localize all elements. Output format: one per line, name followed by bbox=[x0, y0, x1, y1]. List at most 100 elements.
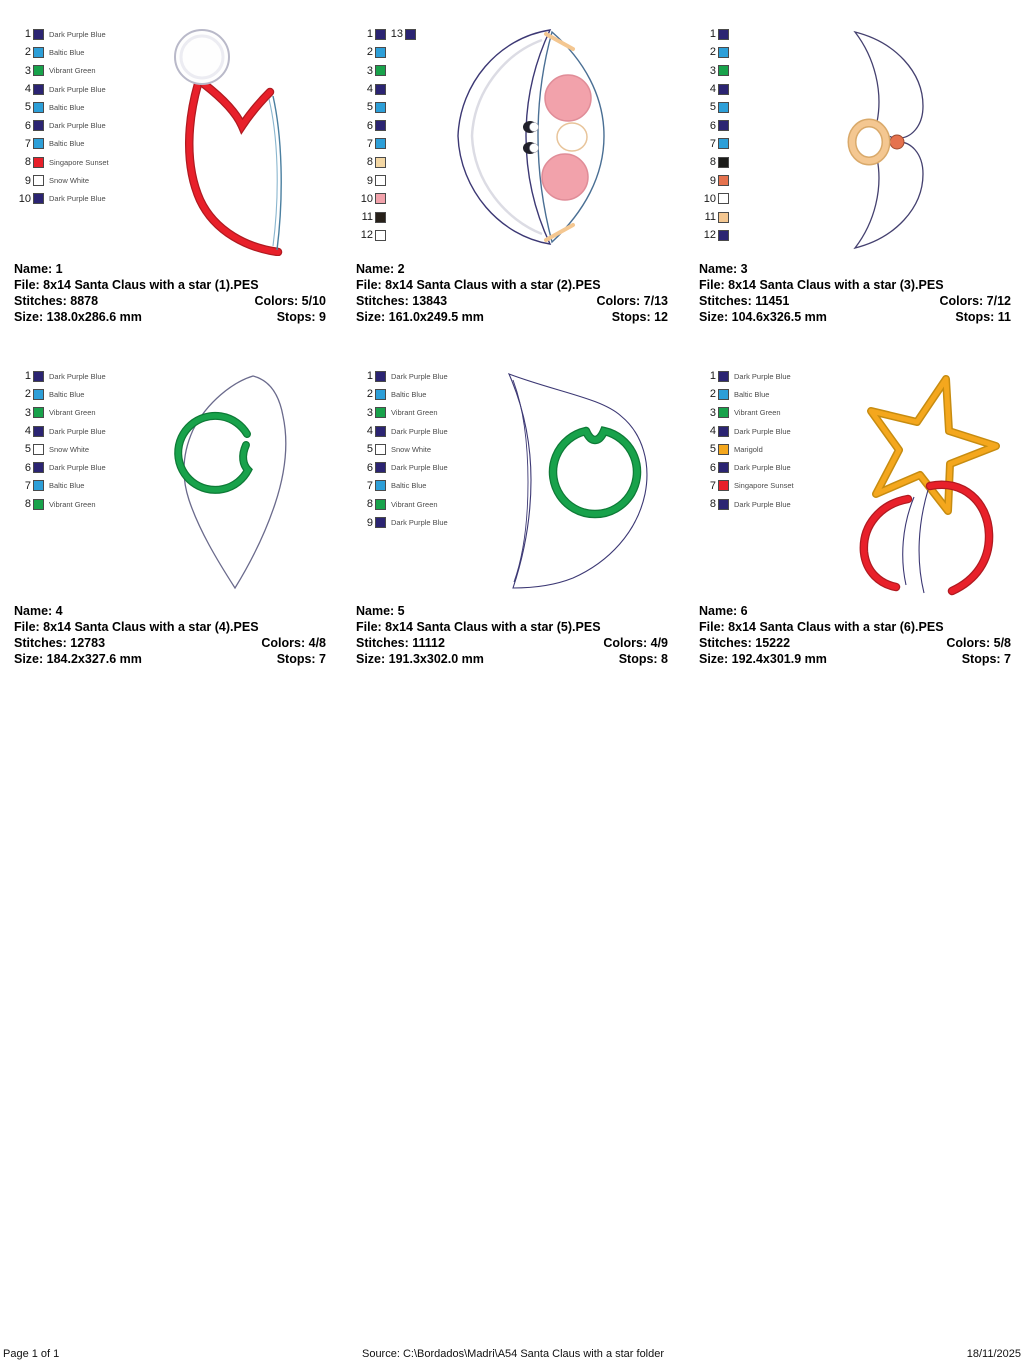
color-swatch bbox=[718, 156, 729, 168]
tan-clasp-bottom bbox=[543, 222, 575, 242]
color-name: Dark Purple Blue bbox=[49, 194, 106, 204]
color-list-item: 4 Dark Purple Blue bbox=[14, 80, 144, 98]
color-swatch bbox=[375, 370, 386, 382]
santa-hat-graphic bbox=[174, 28, 283, 256]
color-swatch bbox=[718, 175, 729, 187]
color-list-item: 5 Snow White bbox=[14, 440, 144, 458]
color-list-item: 3 Vibrant Green bbox=[356, 404, 486, 422]
cheek-bottom bbox=[540, 152, 589, 201]
color-number: 6 bbox=[709, 461, 716, 474]
color-number: 6 bbox=[24, 119, 31, 132]
color-name: Baltic Blue bbox=[391, 481, 427, 491]
color-name: Vibrant Green bbox=[49, 408, 96, 418]
color-list: 1 13 2 3 4 5 6 7 8 9 10 11 12 bbox=[356, 20, 416, 245]
color-name: Dark Purple Blue bbox=[391, 426, 448, 436]
color-list-item: 4 Dark Purple Blue bbox=[356, 422, 486, 440]
color-number: 3 bbox=[709, 64, 716, 77]
design-info: Name: 6 File: 8x14 Santa Claus with a st… bbox=[699, 601, 1011, 667]
color-number: 6 bbox=[24, 461, 31, 474]
color-list-item: 4 bbox=[699, 80, 751, 98]
tan-clasp-top bbox=[543, 31, 575, 51]
design-preview-hat bbox=[144, 20, 326, 259]
color-number: 4 bbox=[24, 425, 31, 438]
color-list-item: 4 bbox=[356, 80, 408, 98]
color-list-item: 8 Vibrant Green bbox=[14, 495, 144, 513]
color-swatch bbox=[718, 211, 729, 223]
color-number: 2 bbox=[709, 46, 716, 59]
color-list-item: 10 bbox=[356, 190, 408, 208]
color-number: 8 bbox=[709, 156, 716, 169]
thin-blue-line bbox=[272, 95, 282, 250]
design-preview-face bbox=[408, 20, 668, 259]
nose-ring bbox=[849, 119, 889, 164]
color-list-item: 7 bbox=[356, 135, 408, 153]
design-stitches: Stitches: 11112 bbox=[356, 636, 445, 650]
color-list: 1 Dark Purple Blue 2 Baltic Blue 3 Vibrant Gr… bbox=[14, 362, 144, 513]
color-list-item: 1 Dark Purple Blue bbox=[356, 367, 486, 385]
color-name: Singapore Sunset bbox=[49, 157, 109, 167]
page-number: Page 1 of 1 bbox=[3, 1348, 60, 1360]
color-number: 7 bbox=[709, 479, 716, 492]
color-number: 1 bbox=[709, 28, 716, 41]
design-preview-star bbox=[829, 362, 1011, 601]
color-name: Dark Purple Blue bbox=[734, 463, 791, 473]
color-list-item: 9 Snow White bbox=[14, 171, 144, 189]
color-number: 6 bbox=[366, 119, 373, 132]
color-swatch bbox=[375, 211, 386, 223]
color-number: 5 bbox=[24, 443, 31, 456]
red-crescent-right bbox=[926, 481, 992, 594]
color-list-item: 1 Dark Purple Blue bbox=[699, 367, 829, 385]
color-number: 3 bbox=[24, 64, 31, 77]
color-swatch bbox=[33, 193, 44, 205]
color-list-item: 5 Snow White bbox=[356, 440, 486, 458]
color-swatch bbox=[375, 498, 386, 510]
design-stops: Stops: 11 bbox=[955, 310, 1011, 324]
color-number: 9 bbox=[366, 516, 373, 529]
color-swatch bbox=[718, 46, 729, 58]
color-swatch bbox=[33, 138, 44, 150]
color-name: Dark Purple Blue bbox=[391, 518, 448, 528]
color-number: 5 bbox=[24, 101, 31, 114]
color-number: 2 bbox=[709, 388, 716, 401]
color-number: 8 bbox=[366, 156, 373, 169]
design-card-6: 1 Dark Purple Blue 2 Baltic Blue 3 Vibrant Gr… bbox=[699, 362, 1011, 684]
color-number: 4 bbox=[366, 83, 373, 96]
design-colors: Colors: 4/8 bbox=[261, 636, 326, 650]
color-list-item: 7 Singapore Sunset bbox=[699, 477, 829, 495]
color-swatch bbox=[718, 407, 729, 419]
color-number: 10 bbox=[703, 192, 716, 205]
color-swatch bbox=[375, 480, 386, 492]
color-list-item: 7 Baltic Blue bbox=[356, 477, 486, 495]
color-swatch bbox=[375, 462, 386, 474]
color-list-item: 5 bbox=[356, 98, 408, 116]
color-number: 9 bbox=[709, 174, 716, 187]
color-number: 3 bbox=[24, 406, 31, 419]
color-number: 8 bbox=[24, 498, 31, 511]
color-name: Baltic Blue bbox=[49, 139, 85, 149]
color-number: 5 bbox=[709, 443, 716, 456]
color-swatch bbox=[718, 370, 729, 382]
color-list-item: 9 Dark Purple Blue bbox=[356, 513, 486, 531]
color-name: Dark Purple Blue bbox=[49, 426, 106, 436]
pompom bbox=[174, 28, 230, 85]
green-circle-outline bbox=[174, 412, 251, 493]
page-footer: Page 1 of 1 Source: C:\Bordados\Madri\A5… bbox=[0, 1348, 1024, 1360]
design-preview-beard-part bbox=[144, 362, 326, 601]
design-stops: Stops: 8 bbox=[618, 652, 668, 666]
color-name: Dark Purple Blue bbox=[391, 371, 448, 381]
color-swatch bbox=[33, 28, 44, 40]
color-number: 10 bbox=[18, 192, 31, 205]
design-name: Name: 4 bbox=[14, 604, 63, 618]
color-name: Vibrant Green bbox=[49, 66, 96, 76]
design-size: Size: 104.6x326.5 mm bbox=[699, 310, 827, 324]
color-number: 7 bbox=[366, 479, 373, 492]
color-swatch bbox=[375, 120, 386, 132]
color-swatch bbox=[375, 407, 386, 419]
color-swatch bbox=[718, 480, 729, 492]
design-card-3: 1 2 3 4 5 6 7 8 9 10 11 12 Name: 3 File: 8x14 Santa… bbox=[699, 20, 1011, 342]
color-number: 4 bbox=[709, 83, 716, 96]
color-number: 1 bbox=[24, 370, 31, 383]
design-name: Name: 2 bbox=[356, 262, 405, 276]
color-name: Dark Purple Blue bbox=[734, 499, 791, 509]
thin-line-right bbox=[918, 489, 929, 594]
